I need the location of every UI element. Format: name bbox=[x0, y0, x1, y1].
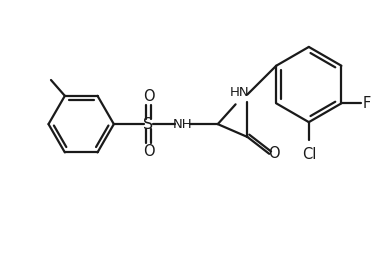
Text: HN: HN bbox=[230, 86, 249, 99]
Text: NH: NH bbox=[172, 118, 192, 131]
Text: O: O bbox=[268, 146, 280, 161]
Text: O: O bbox=[143, 89, 154, 104]
Text: S: S bbox=[144, 117, 154, 132]
Text: O: O bbox=[143, 144, 154, 159]
Text: Cl: Cl bbox=[301, 147, 316, 162]
Text: F: F bbox=[363, 96, 371, 111]
